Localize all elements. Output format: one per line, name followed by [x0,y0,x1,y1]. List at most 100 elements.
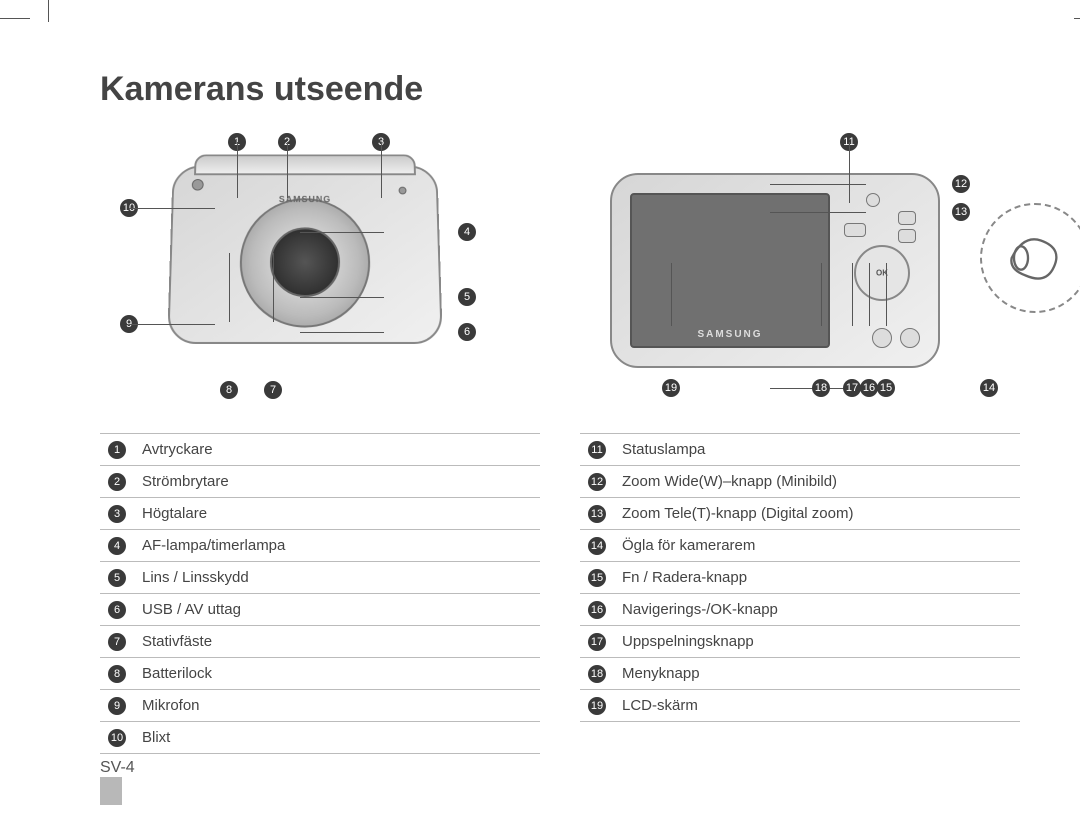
part-number-cell: 18 [580,658,614,690]
number-badge: 17 [588,633,606,651]
part-number-cell: 16 [580,594,614,626]
number-badge: 15 [588,569,606,587]
leader-line [273,253,274,322]
part-label-cell: Fn / Radera-knapp [614,562,1020,594]
part-label-cell: Strömbrytare [134,466,540,498]
table-row: 10Blixt [100,722,540,754]
part-number-cell: 15 [580,562,614,594]
page-content: Kamerans utseende SAMSUNG 12345678910 1A… [100,70,1020,805]
callout-badge: 13 [952,203,970,221]
part-label-cell: Zoom Wide(W)–knapp (Minibild) [614,466,1020,498]
part-label-cell: Batterilock [134,658,540,690]
table-row: 6 USB / AV uttag [100,594,540,626]
page-number: SV-4 [100,759,135,776]
part-label-cell: Lins / Linsskydd [134,562,540,594]
table-row: 11 Statuslampa [580,434,1020,466]
status-lamp [866,193,880,207]
leader-line [852,263,853,326]
number-badge: 19 [588,697,606,715]
part-number-cell: 9 [100,690,134,722]
number-badge: 6 [108,601,126,619]
number-badge: 14 [588,537,606,555]
table-row: 15 Fn / Radera-knapp [580,562,1020,594]
part-number-cell: 12 [580,466,614,498]
part-number-cell: 6 [100,594,134,626]
part-number-cell: 14 [580,530,614,562]
front-parts-table: 1Avtryckare2Strömbrytare3Högtalare4AF-la… [100,433,540,754]
strap-icon [1000,223,1070,293]
leader-line [381,142,382,198]
callout-badge: 16 [860,379,878,397]
zoom-wide-button [898,211,916,225]
part-number-cell: 11 [580,434,614,466]
number-badge: 12 [588,473,606,491]
part-number-cell: 19 [580,690,614,722]
back-parts-table: 11 Statuslampa 12 Zoom Wide(W)–knapp (Minib… [580,433,1020,722]
fn-delete-button [900,328,920,348]
table-row: 5Lins / Linsskydd [100,562,540,594]
leader-line [849,142,850,203]
lcd-screen: SAMSUNG [630,193,830,348]
table-row: 18Menyknapp [580,658,1020,690]
part-label-cell: Navigerings-/OK-knapp [614,594,1020,626]
number-badge: 2 [108,473,126,491]
number-badge: 11 [588,441,606,459]
crop-mark [48,0,49,22]
number-badge: 18 [588,665,606,683]
part-number-cell: 2 [100,466,134,498]
part-number-cell: 1 [100,434,134,466]
lens-glass [270,227,341,297]
part-label-cell: Stativfäste [134,626,540,658]
table-row: 13Zoom Tele(T)-knapp (Digital zoom) [580,498,1020,530]
part-label-cell: Blixt [134,722,540,754]
part-label-cell: Mikrofon [134,690,540,722]
leader-line [886,263,887,326]
number-badge: 13 [588,505,606,523]
number-badge: 4 [108,537,126,555]
table-row: 2 Strömbrytare [100,466,540,498]
table-row: 9 Mikrofon [100,690,540,722]
leader-line [869,263,870,326]
part-label-cell: Statuslampa [614,434,1020,466]
camera-front-body: SAMSUNG [167,166,443,344]
leader-line [129,324,215,325]
callout-badge: 15 [877,379,895,397]
table-row: 1 Avtryckare [100,434,540,466]
part-number-cell: 5 [100,562,134,594]
footer-bar-icon [100,777,122,805]
part-label-cell: Avtryckare [134,434,540,466]
callout-badge: 18 [812,379,830,397]
number-badge: 8 [108,665,126,683]
crop-mark [1074,18,1080,19]
part-label-cell: LCD-skärm [614,690,1020,722]
columns: SAMSUNG 12345678910 1Avtryckare2Strömbry… [100,133,1020,754]
crop-mark [0,18,30,19]
leader-line [300,332,384,333]
callout-badge: 5 [458,288,476,306]
leader-line [300,297,384,298]
table-row: 16Navigerings-/OK-knapp [580,594,1020,626]
callout-badge: 8 [220,381,238,399]
part-label-cell: USB / AV uttag [134,594,540,626]
callout-badge: 19 [662,379,680,397]
lcd-brand: SAMSUNG [697,329,762,340]
flash-window [192,179,204,191]
table-row: 12 Zoom Wide(W)–knapp (Minibild) [580,466,1020,498]
camera-back-diagram: SAMSUNG 111213141516171819 [580,133,1020,423]
lens [239,198,371,327]
menu-button [844,223,866,237]
playback-button [872,328,892,348]
part-number-cell: 3 [100,498,134,530]
leader-line [287,142,288,198]
part-label-cell: AF-lampa/timerlampa [134,530,540,562]
part-number-cell: 10 [100,722,134,754]
callout-badge: 12 [952,175,970,193]
callout-badge: 17 [843,379,861,397]
table-row: 4 AF-lampa/timerlampa [100,530,540,562]
number-badge: 9 [108,697,126,715]
number-badge: 1 [108,441,126,459]
leader-line [671,263,672,326]
leader-line [300,232,384,233]
table-row: 7Stativfäste [100,626,540,658]
leader-line [229,253,230,322]
